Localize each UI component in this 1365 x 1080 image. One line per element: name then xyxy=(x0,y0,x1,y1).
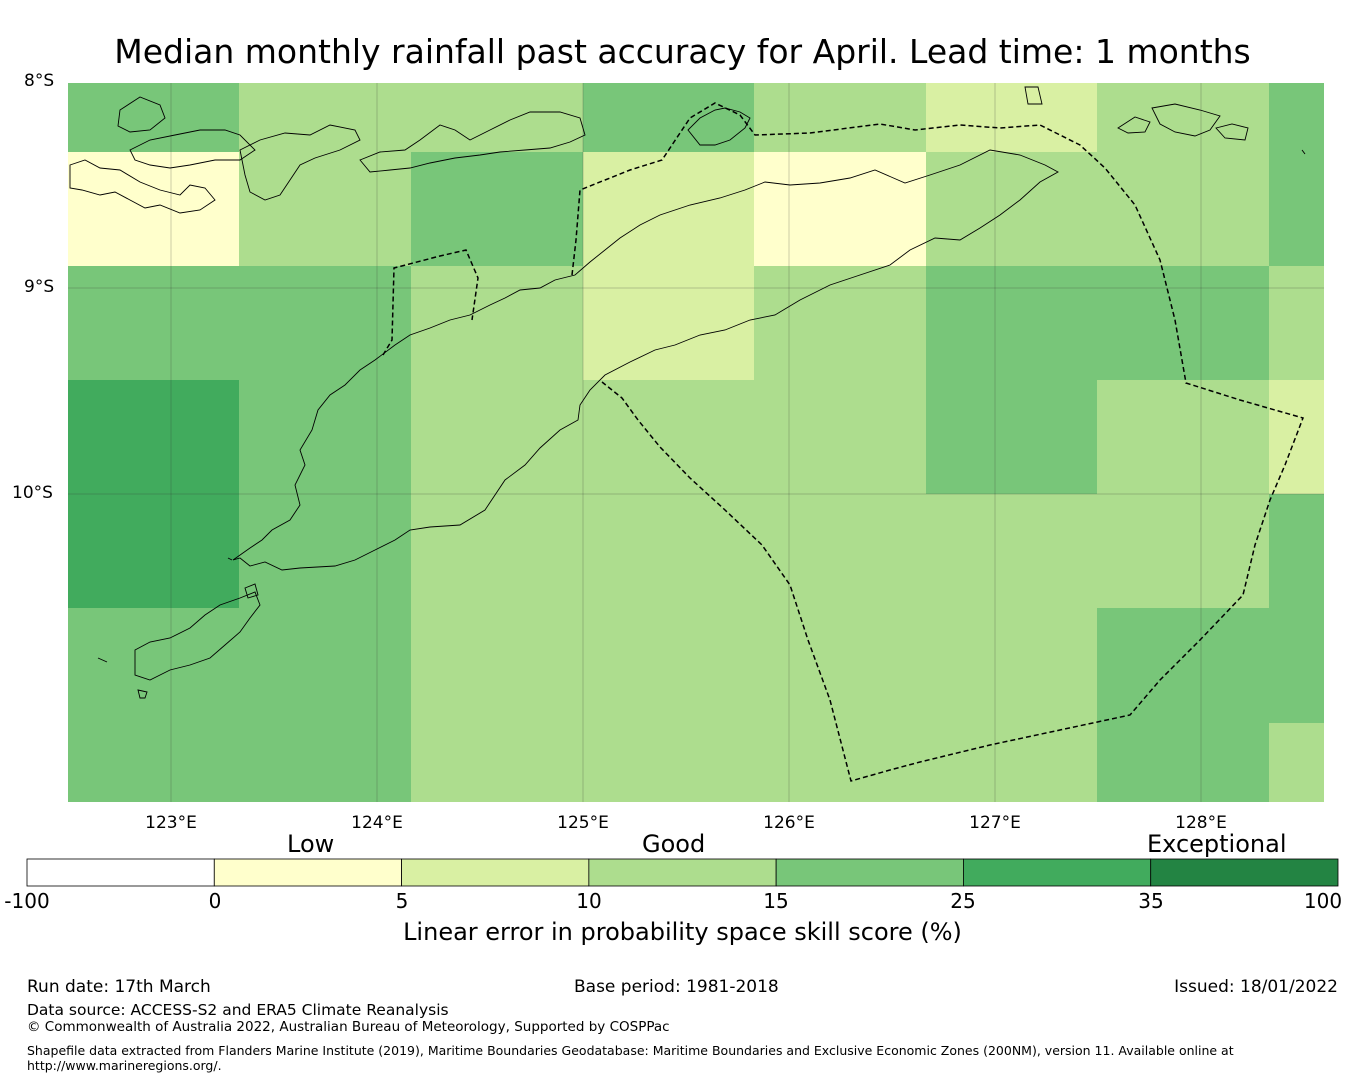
tick-100: 100 xyxy=(1303,889,1343,913)
grid-cell xyxy=(1269,494,1324,608)
tick-10: 10 xyxy=(576,889,602,913)
tick-25: 25 xyxy=(950,889,976,913)
eez-boundary xyxy=(382,102,1304,782)
grid-cell xyxy=(68,152,239,266)
grid-cell xyxy=(583,83,754,152)
lat-label-10s: 10°S xyxy=(12,483,53,503)
grid-cell xyxy=(411,152,583,266)
skill-grid xyxy=(68,83,1324,802)
grid-cell xyxy=(1269,266,1324,380)
colorbar-label: Linear error in probability space skill … xyxy=(403,918,962,946)
grid-cell xyxy=(1269,83,1324,152)
data-source: Data source: ACCESS-S2 and ERA5 Climate … xyxy=(27,1001,449,1019)
grid-cell xyxy=(1097,266,1269,380)
grid-cell xyxy=(68,380,239,494)
grid-cell xyxy=(754,152,926,266)
colorbar-segment xyxy=(963,858,1152,887)
colorbar-segment xyxy=(401,858,590,887)
category-exceptional: Exceptional xyxy=(1147,830,1287,858)
lon-label-125e: 125°E xyxy=(557,813,609,833)
grid-cell xyxy=(411,723,583,802)
grid-cell xyxy=(411,608,583,723)
grid-cell xyxy=(754,723,926,802)
grid-cell xyxy=(239,152,411,266)
colorbar-segment xyxy=(1150,858,1339,887)
grid-cell xyxy=(754,83,926,152)
grid-cell xyxy=(68,608,239,723)
grid-cell xyxy=(1269,723,1324,802)
grid-cell xyxy=(1097,608,1269,723)
grid-cell xyxy=(754,494,926,608)
copyright: © Commonwealth of Australia 2022, Austra… xyxy=(27,1019,670,1035)
grid-cell xyxy=(411,494,583,608)
grid-cell xyxy=(411,83,583,152)
grid-cell xyxy=(583,608,754,723)
grid-cell xyxy=(926,608,1097,723)
lat-label-8s: 8°S xyxy=(24,71,55,91)
grid-cell xyxy=(239,380,411,494)
grid-cell xyxy=(1269,380,1324,494)
grid-cell xyxy=(239,83,411,152)
category-good: Good xyxy=(642,830,706,858)
colorbar-segment xyxy=(213,858,402,887)
colorbar-segment xyxy=(588,858,777,887)
tick-0: 0 xyxy=(208,889,222,913)
grid-cell xyxy=(583,380,754,494)
grid-cell xyxy=(1097,380,1269,494)
grid-cell xyxy=(754,266,926,380)
grid-cell xyxy=(926,723,1097,802)
grid-cell xyxy=(411,266,583,380)
grid-cell xyxy=(239,723,411,802)
run-date: Run date: 17th March xyxy=(27,977,211,997)
grid-cell xyxy=(583,266,754,380)
graticule xyxy=(68,83,1324,802)
tick-35: 35 xyxy=(1138,889,1164,913)
lon-label-127e: 127°E xyxy=(969,813,1021,833)
grid-cell xyxy=(926,152,1097,266)
grid-cell xyxy=(68,83,239,152)
lon-label-126e: 126°E xyxy=(763,813,815,833)
grid-cell xyxy=(754,608,926,723)
grid-cell xyxy=(926,494,1097,608)
grid-cell xyxy=(926,380,1097,494)
grid-cell xyxy=(1269,152,1324,266)
base-period: Base period: 1981-2018 xyxy=(574,977,779,997)
grid-cell xyxy=(583,723,754,802)
grid-cell xyxy=(239,494,411,608)
tick-5: 5 xyxy=(395,889,409,913)
coastline xyxy=(69,86,1306,699)
tick-minus100: -100 xyxy=(4,889,50,913)
colorbar-segment xyxy=(26,858,215,887)
lon-label-128e: 128°E xyxy=(1175,813,1227,833)
grid-cell xyxy=(926,83,1097,152)
grid-cell xyxy=(583,494,754,608)
grid-cell xyxy=(68,494,239,608)
grid-cell xyxy=(239,266,411,380)
grid-cell xyxy=(583,152,754,266)
shapefile-credit: Shapefile data extracted from Flanders M… xyxy=(27,1043,1234,1058)
category-low: Low xyxy=(287,830,335,858)
grid-cell xyxy=(1097,494,1269,608)
lat-label-9s: 9°S xyxy=(24,277,55,297)
grid-cell xyxy=(239,608,411,723)
grid-cell xyxy=(1269,608,1324,723)
grid-cell xyxy=(926,266,1097,380)
map-title: Median monthly rainfall past accuracy fo… xyxy=(114,32,1251,71)
shapefile-url[interactable]: http://www.marineregions.org/. xyxy=(27,1058,222,1073)
grid-cell xyxy=(68,266,239,380)
grid-cell xyxy=(754,380,926,494)
grid-cell xyxy=(1097,152,1269,266)
grid-cell xyxy=(1097,723,1269,802)
grid-cell xyxy=(411,380,583,494)
colorbar xyxy=(26,858,1339,887)
grid-cell xyxy=(1097,83,1269,152)
tick-15: 15 xyxy=(763,889,789,913)
colorbar-segment xyxy=(775,858,964,887)
lon-label-124e: 124°E xyxy=(351,813,403,833)
grid-cell xyxy=(68,723,239,802)
lon-label-123e: 123°E xyxy=(145,813,197,833)
issued-date: Issued: 18/01/2022 xyxy=(1174,977,1338,997)
